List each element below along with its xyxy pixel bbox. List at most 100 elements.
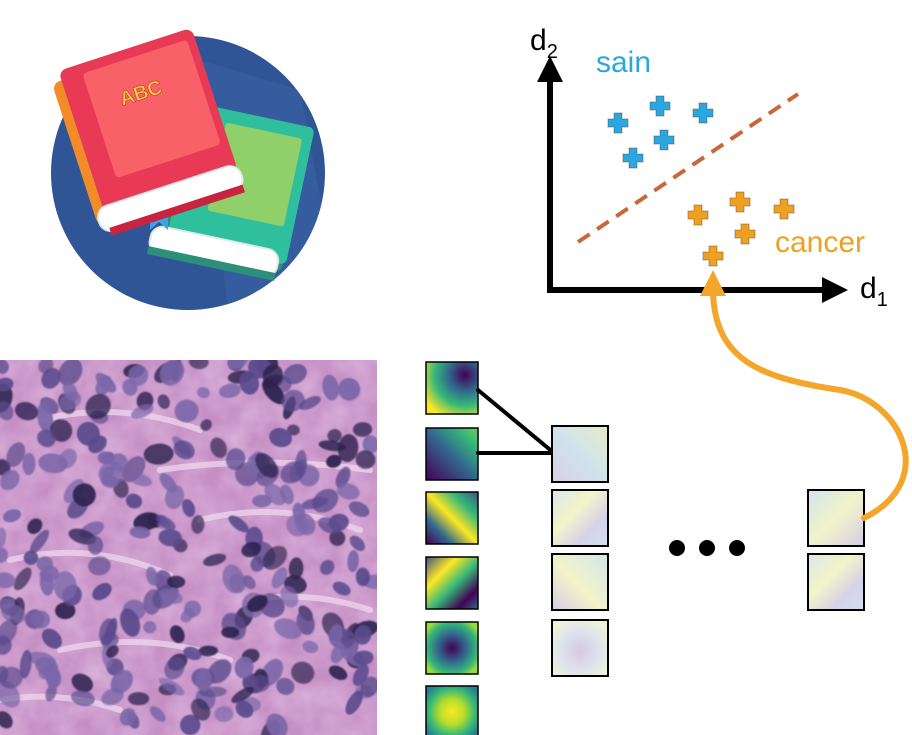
cell-nucleus <box>239 371 260 395</box>
cell-nucleus <box>200 419 212 431</box>
cell-nucleus <box>143 589 162 615</box>
filter-6 <box>425 685 479 735</box>
cell-nucleus <box>322 374 339 401</box>
cell-nucleus <box>119 708 136 726</box>
cell-nucleus <box>336 483 360 500</box>
cell-nucleus <box>31 610 51 629</box>
cell-nucleus <box>13 567 32 591</box>
cell-nucleus <box>156 515 176 530</box>
cell-nucleus <box>345 690 363 715</box>
cell-nucleus <box>287 424 300 436</box>
cell-nucleus <box>353 650 374 666</box>
cell-nucleus <box>352 422 373 437</box>
cell-nucleus <box>335 466 351 489</box>
cell-nucleus <box>97 451 112 465</box>
cell-nucleus <box>318 516 341 534</box>
cell-nucleus <box>280 461 306 484</box>
red-book: ABC <box>54 29 245 236</box>
cell-nucleus <box>0 603 26 624</box>
cell-nucleus <box>252 494 272 508</box>
cell-nucleus <box>320 559 335 575</box>
cell-nucleus <box>99 618 117 646</box>
cell-nucleus <box>179 714 201 735</box>
cell-nucleus <box>279 484 294 505</box>
cell-nucleus <box>251 675 270 692</box>
cell-nucleus <box>281 389 305 412</box>
ellipsis <box>669 540 745 556</box>
cell-nucleus <box>53 571 77 601</box>
filter-5 <box>425 621 479 675</box>
cell-nucleus <box>129 526 151 539</box>
cell-nucleus <box>337 434 359 463</box>
cell-nucleus <box>36 556 54 572</box>
cell-nucleus <box>302 640 319 654</box>
cell-nucleus <box>191 515 205 534</box>
cell-nucleus <box>0 527 7 549</box>
cancer-point <box>702 245 724 267</box>
cell-nucleus <box>159 588 183 604</box>
cell-nucleus <box>312 488 339 513</box>
cell-nucleus <box>29 529 50 554</box>
cell-nucleus <box>167 575 186 589</box>
cell-nucleus <box>255 452 278 478</box>
cell-nucleus <box>164 656 185 680</box>
healthy-point <box>622 147 644 169</box>
filter-4 <box>425 556 479 610</box>
cell-nucleus <box>231 686 254 704</box>
cell-nucleus <box>273 618 303 640</box>
cell-nucleus <box>41 628 62 649</box>
feature-maps-layer-1 <box>551 425 609 677</box>
cell-nucleus <box>198 645 218 657</box>
cell-nucleus <box>362 435 377 454</box>
cell-nucleus <box>276 677 295 695</box>
x-axis-arrowhead <box>822 277 848 303</box>
cell-nucleus <box>58 360 83 386</box>
cell-nucleus <box>62 381 79 402</box>
cell-nucleus <box>0 459 11 476</box>
cell-nucleus <box>210 437 227 458</box>
cell-nucleus <box>330 643 346 664</box>
cell-nucleus <box>329 624 343 646</box>
cell-nucleus <box>337 378 361 401</box>
cell-nucleus <box>207 659 232 684</box>
cell-nucleus <box>101 688 124 706</box>
cell-nucleus <box>0 377 14 392</box>
cell-nucleus <box>14 401 39 421</box>
class-label-sain: sain <box>596 46 651 79</box>
cell-nucleus <box>234 656 254 679</box>
cell-nucleus <box>354 625 372 645</box>
cell-nucleus <box>71 673 93 693</box>
y-axis-arrowhead <box>537 56 563 82</box>
final-feature-map-2 <box>807 553 865 611</box>
cell-nucleus <box>72 483 96 507</box>
feature-space-plot: d2 d1 sain cancer <box>530 24 888 311</box>
cell-nucleus <box>27 518 43 535</box>
x-axis-label: d1 <box>860 272 888 311</box>
cell-nucleus <box>250 556 265 572</box>
cell-nucleus <box>348 501 370 518</box>
cell-nucleus <box>262 364 283 387</box>
cell-nucleus <box>298 396 321 410</box>
cell-nucleus <box>269 428 293 448</box>
cell-nucleus <box>55 602 76 620</box>
cell-nucleus <box>37 429 56 448</box>
histology-image <box>0 360 377 735</box>
cell-nucleus <box>158 528 182 547</box>
cell-nucleus <box>88 556 111 576</box>
cell-nucleus <box>318 440 346 452</box>
cell-nucleus <box>214 706 234 723</box>
cell-nucleus <box>195 668 213 692</box>
cell-nucleus <box>0 360 9 374</box>
class-label-cancer: cancer <box>775 226 865 259</box>
cell-nucleus <box>246 594 268 613</box>
healthy-points <box>607 95 714 169</box>
cell-nucleus <box>235 700 254 718</box>
cell-nucleus <box>271 567 288 589</box>
cell-nucleus <box>125 493 143 509</box>
cell-nucleus <box>133 512 160 531</box>
healthy-point <box>692 102 714 124</box>
cancer-point <box>773 198 795 220</box>
cell-nucleus <box>35 656 59 676</box>
filter-1 <box>425 361 479 415</box>
